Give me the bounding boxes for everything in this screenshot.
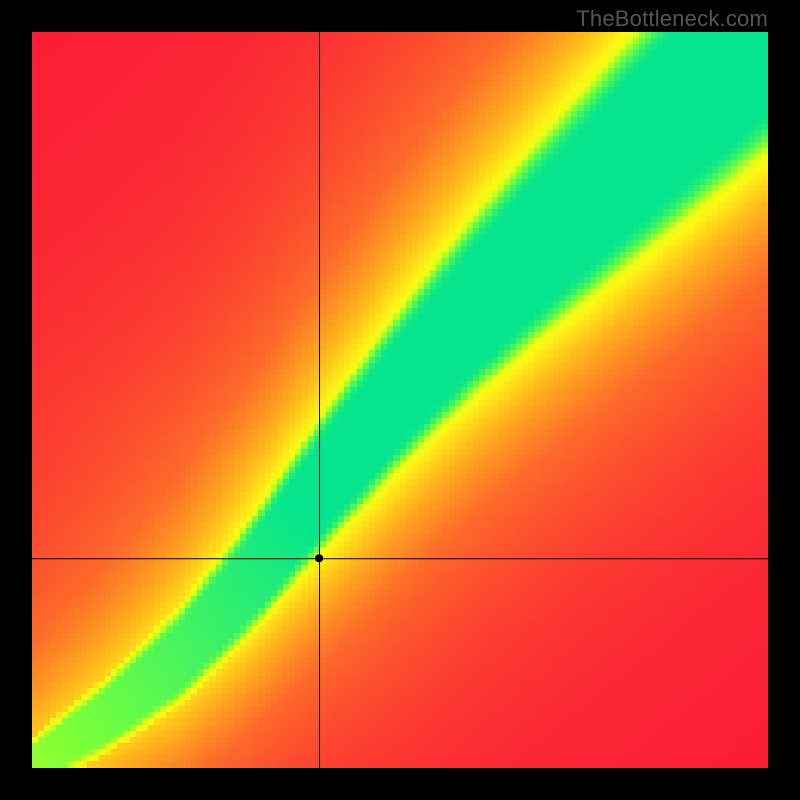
bottleneck-heatmap	[32, 32, 768, 768]
chart-frame: TheBottleneck.com	[0, 0, 800, 800]
watermark: TheBottleneck.com	[576, 6, 768, 32]
